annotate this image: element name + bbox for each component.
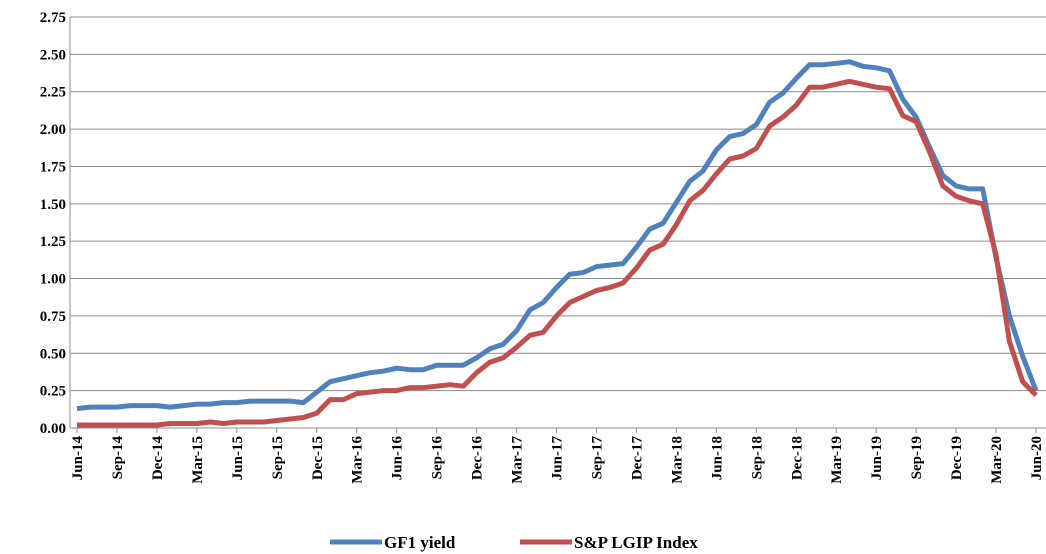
x-tick-label: Sep-17 (589, 436, 605, 480)
x-tick-label: Jun-20 (1029, 436, 1045, 480)
x-tick-label: Mar-18 (669, 436, 685, 484)
legend-label: S&P LGIP Index (574, 533, 698, 552)
y-tick-label: 0.50 (40, 346, 66, 362)
y-tick-label: 1.25 (40, 234, 66, 250)
x-tick-label: Jun-14 (70, 436, 86, 481)
x-tick-label: Dec-16 (470, 436, 486, 481)
y-tick-label: 0.00 (40, 421, 66, 437)
x-tick-label: Dec-14 (150, 436, 166, 481)
x-tick-label: Jun-18 (709, 436, 725, 480)
series-line (76, 59, 1039, 412)
x-tick-label: Dec-15 (310, 436, 326, 480)
x-tick-label: Mar-19 (829, 436, 845, 484)
series-line (77, 78, 1038, 428)
x-tick-label: Mar-20 (989, 436, 1005, 484)
y-tick-label: 2.25 (40, 85, 66, 101)
x-tick-label: Sep-15 (270, 436, 286, 479)
x-tick-label: Sep-19 (909, 436, 925, 479)
x-tick-label: Mar-17 (510, 436, 526, 484)
x-tick-label: Dec-17 (629, 436, 645, 481)
x-tick-label: Dec-19 (949, 436, 965, 480)
y-tick-label: 2.00 (40, 122, 66, 138)
x-tick-label: Sep-18 (749, 436, 765, 479)
legend-label: GF1 yield (384, 533, 456, 552)
x-tick-label: Mar-16 (350, 436, 366, 484)
x-tick-label: Sep-16 (430, 436, 446, 480)
y-tick-label: 1.75 (40, 159, 66, 175)
y-tick-label: 2.50 (40, 47, 66, 63)
y-tick-label: 0.75 (40, 309, 66, 325)
x-tick-label: Jun-15 (230, 436, 246, 480)
y-tick-label: 1.00 (40, 272, 66, 288)
x-tick-label: Sep-14 (110, 436, 126, 480)
x-tick-label: Dec-18 (789, 436, 805, 480)
y-tick-label: 2.75 (40, 10, 66, 26)
y-tick-label: 0.25 (40, 384, 66, 400)
x-tick-label: Jun-16 (390, 436, 406, 481)
x-tick-label: Mar-15 (190, 436, 206, 484)
y-tick-label: 1.50 (40, 197, 66, 213)
x-tick-label: Jun-19 (869, 436, 885, 480)
x-tick-label: Jun-17 (550, 436, 566, 481)
